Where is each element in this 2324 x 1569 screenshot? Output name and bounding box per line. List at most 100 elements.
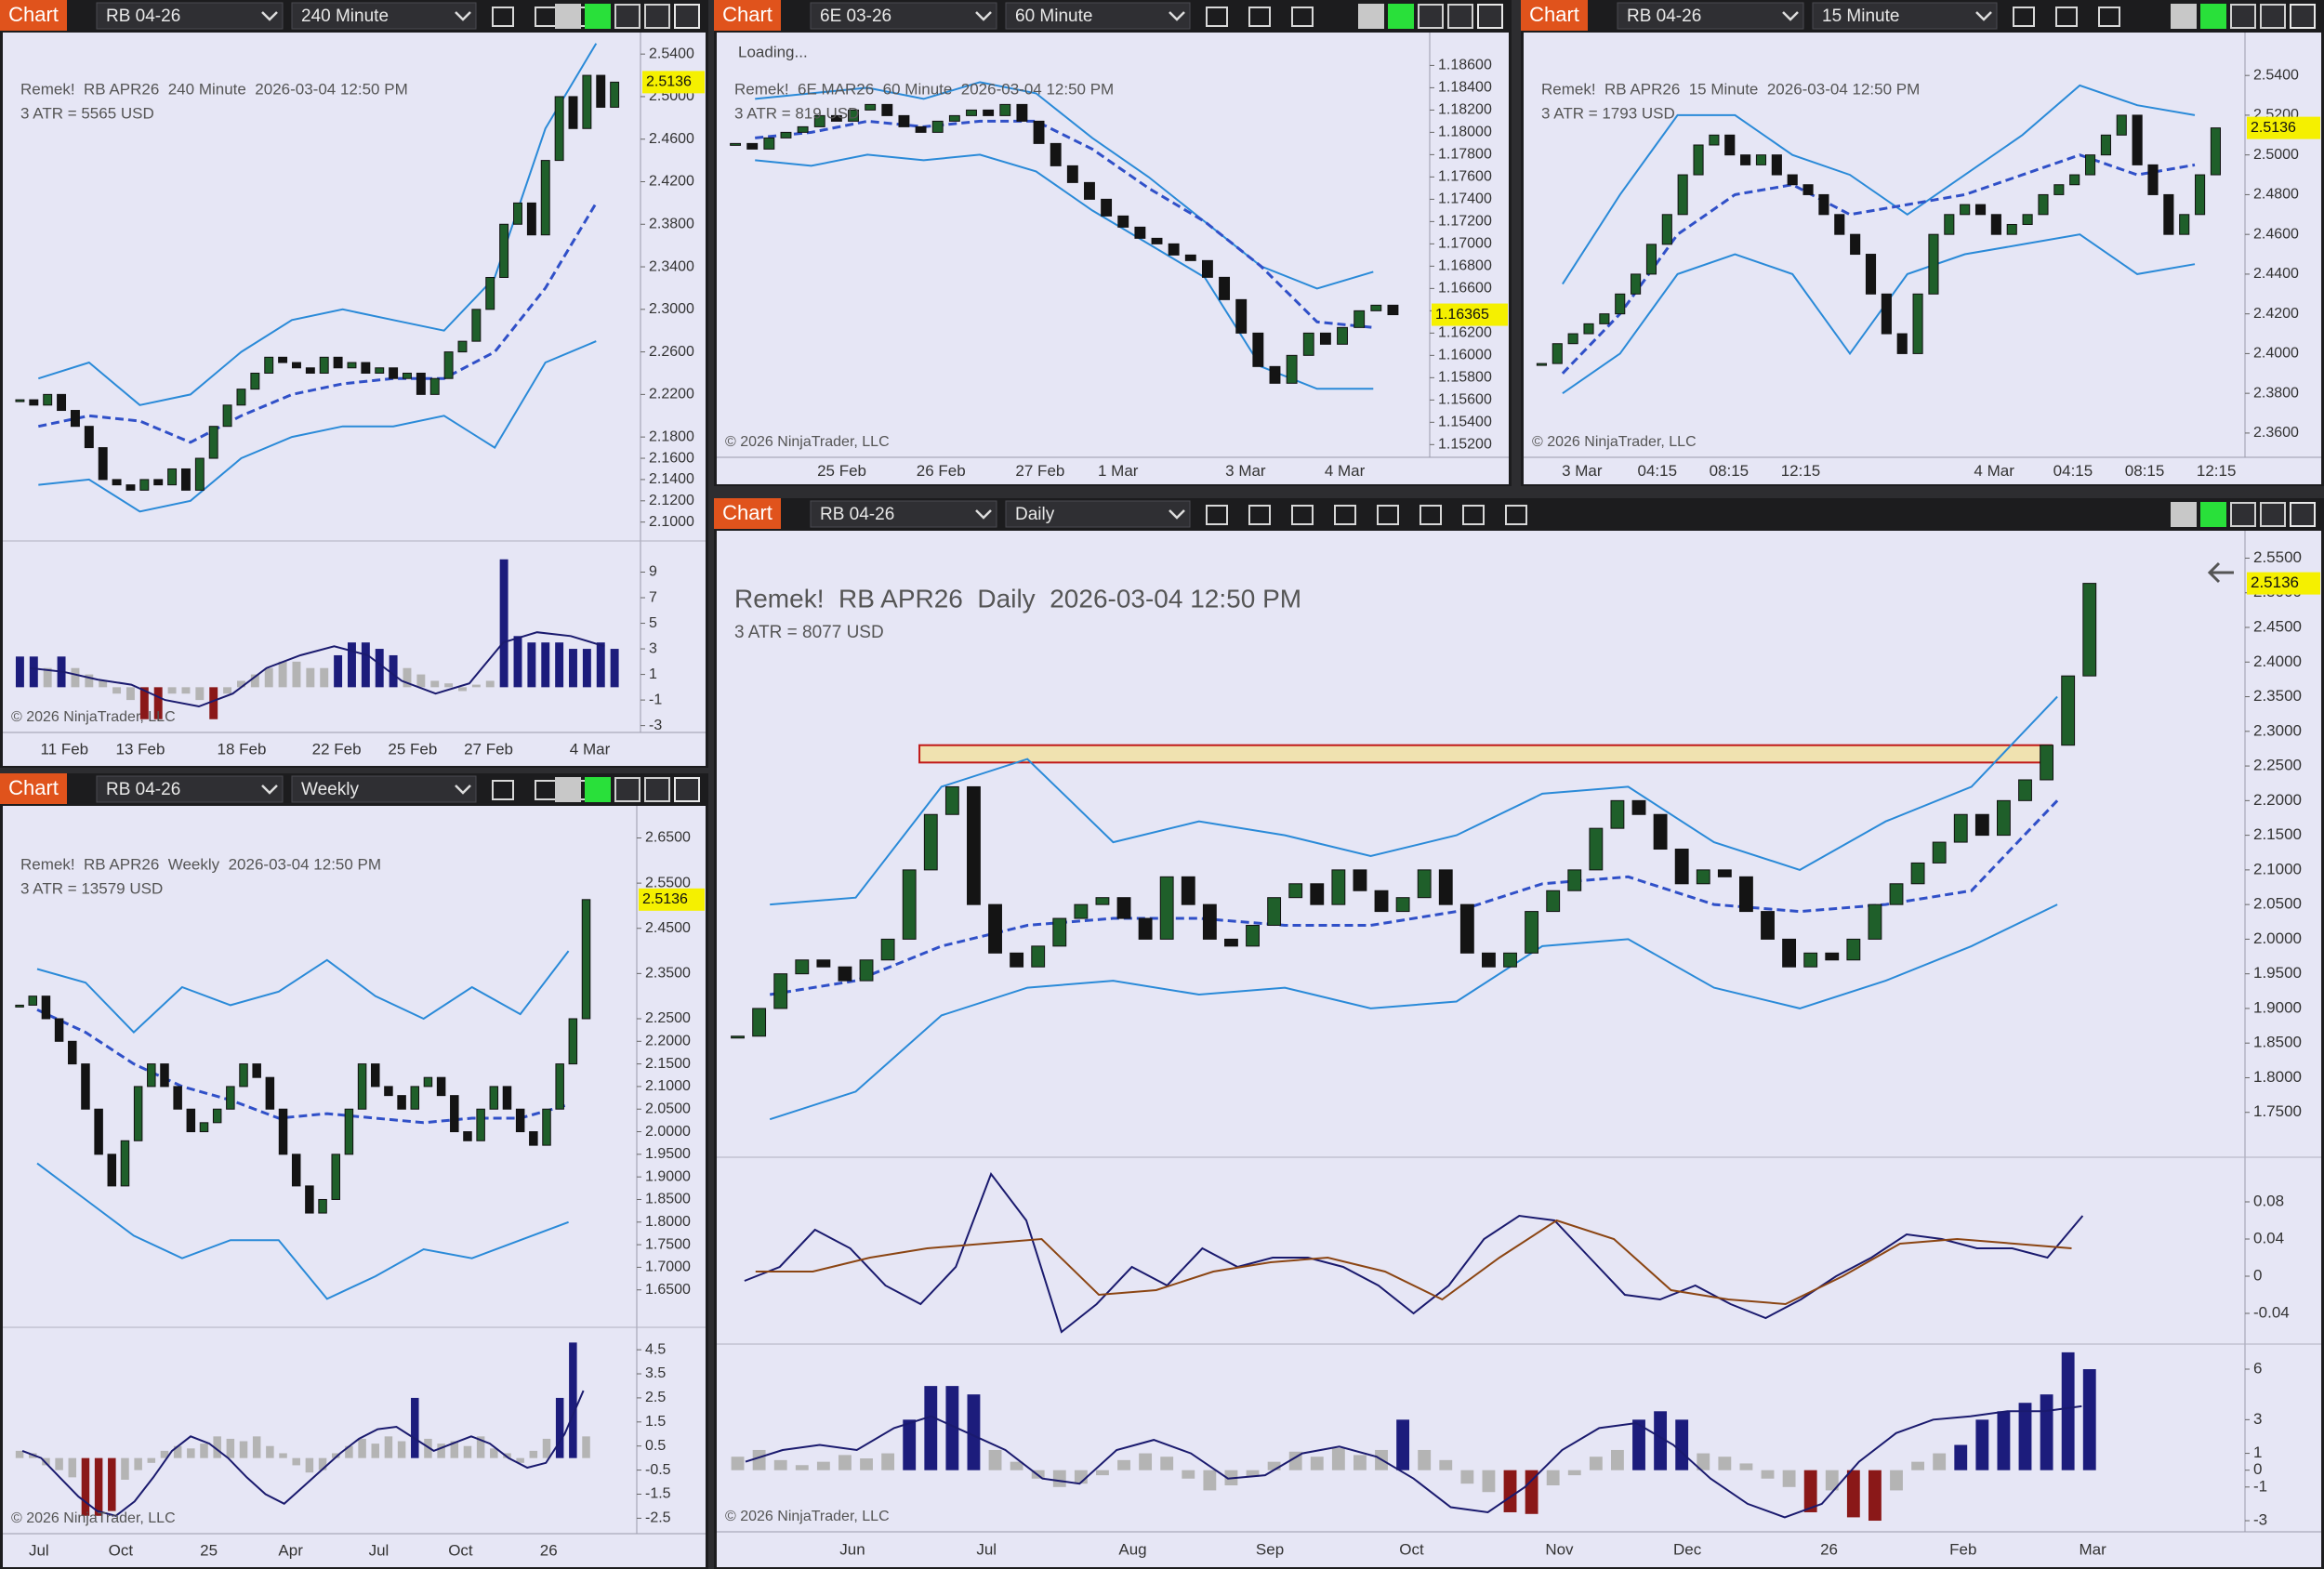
window-button[interactable] [2200, 502, 2226, 527]
histogram-bar [1954, 1444, 1968, 1470]
window-button[interactable] [614, 777, 640, 802]
toolbar-icon[interactable] [1377, 505, 1399, 525]
candle [1031, 945, 1046, 968]
candle [1374, 890, 1389, 913]
window-button[interactable] [585, 4, 611, 29]
histogram-bar [2082, 1369, 2096, 1470]
toolbar-icon[interactable] [1419, 505, 1442, 525]
candle [1482, 952, 1496, 968]
tab-label[interactable]: Chart [8, 776, 59, 799]
window-button[interactable] [2171, 4, 2197, 29]
window-button[interactable] [1418, 4, 1444, 29]
candle [1589, 827, 1604, 871]
toolbar-icon[interactable] [2055, 7, 2078, 27]
candle [471, 309, 482, 342]
toolbar-icon[interactable] [1248, 505, 1271, 525]
instrument-selector[interactable] [810, 500, 997, 528]
period-selector-label[interactable]: 60 Minute [1015, 7, 1092, 26]
period-selector-label[interactable]: 240 Minute [301, 7, 389, 26]
window-button[interactable] [644, 4, 670, 29]
histogram-bar [264, 667, 273, 688]
window-button[interactable] [674, 4, 700, 29]
chart-tab[interactable] [714, 498, 781, 529]
window-button[interactable] [2230, 502, 2256, 527]
histogram-bar [108, 1457, 116, 1511]
instrument-selector-label[interactable]: RB 04-26 [1627, 7, 1701, 26]
candle [264, 356, 274, 374]
y-tick-label: 2.3500 [2253, 687, 2302, 705]
chart-tab[interactable] [0, 0, 67, 31]
x-tick-label: 04:15 [2053, 462, 2093, 480]
x-tick-label: 26 Feb [917, 462, 966, 480]
line [36, 1162, 569, 1300]
instrument-selector-label[interactable]: RB 04-26 [106, 7, 180, 26]
instrument-selector-label[interactable]: RB 04-26 [106, 780, 180, 799]
window-button[interactable] [1477, 4, 1503, 29]
candle [1224, 938, 1238, 947]
histogram-bar [1331, 1448, 1345, 1470]
chart-tab[interactable] [0, 773, 67, 804]
tab-label[interactable]: Chart [722, 501, 772, 524]
back-arrow[interactable] [2207, 561, 2234, 584]
toolbar-icon[interactable] [1334, 505, 1356, 525]
instrument-selector[interactable] [96, 2, 284, 30]
toolbar-icon[interactable] [492, 780, 514, 800]
candle [1910, 862, 1925, 885]
instrument-selector[interactable] [1617, 2, 1804, 30]
instrument-selector-label[interactable]: 6E 03-26 [820, 7, 891, 26]
window-button[interactable] [555, 4, 581, 29]
candle [1151, 237, 1163, 244]
toolbar-icon[interactable] [1248, 7, 1271, 27]
window-button[interactable] [674, 777, 700, 802]
tab-label[interactable]: Chart [722, 3, 772, 26]
instrument-selector-label[interactable]: RB 04-26 [820, 505, 894, 524]
tab-label[interactable]: Chart [8, 3, 59, 26]
window-button[interactable] [614, 4, 640, 29]
toolbar-icon[interactable] [2098, 7, 2120, 27]
window-button[interactable] [585, 777, 611, 802]
window-button[interactable] [644, 777, 670, 802]
toolbar-icon[interactable] [1505, 505, 1527, 525]
candle [1546, 890, 1561, 913]
chart-tab[interactable] [1521, 0, 1588, 31]
x-tick-label: 3 Mar [1562, 462, 1603, 480]
period-selector-label[interactable]: 15 Minute [1822, 7, 1899, 26]
toolbar-icon[interactable] [2013, 7, 2035, 27]
period-selector-label[interactable]: Daily [1015, 505, 1055, 524]
period-selector[interactable] [1005, 500, 1191, 528]
candle [1552, 343, 1563, 364]
window-button[interactable] [1447, 4, 1473, 29]
period-selector[interactable] [1005, 2, 1191, 30]
toolbar-icon[interactable] [1206, 7, 1228, 27]
period-selector-label[interactable]: Weekly [301, 780, 359, 799]
toolbar-icon[interactable] [1291, 7, 1314, 27]
histogram-bar [1096, 1470, 1109, 1476]
period-selector[interactable] [291, 775, 477, 803]
window-button[interactable] [2290, 502, 2316, 527]
toolbar-icon[interactable] [1206, 505, 1228, 525]
toolbar-icon[interactable] [1462, 505, 1485, 525]
tab-label[interactable]: Chart [1529, 3, 1579, 26]
chart-tab[interactable] [714, 0, 781, 31]
window-button[interactable] [2290, 4, 2316, 29]
window-button[interactable] [2230, 4, 2256, 29]
candle [1567, 869, 1582, 891]
candle [305, 367, 315, 374]
window-button[interactable] [555, 777, 581, 802]
period-selector[interactable] [291, 2, 477, 30]
y-tick-label: 2.0000 [645, 1124, 691, 1140]
instrument-selector[interactable] [96, 775, 284, 803]
window-button[interactable] [2260, 502, 2286, 527]
window-button[interactable] [1358, 4, 1384, 29]
candle [880, 938, 895, 961]
window-button[interactable] [2200, 4, 2226, 29]
y-tick-label: 1.17200 [1438, 214, 1492, 230]
window-button[interactable] [2171, 502, 2197, 527]
toolbar-icon[interactable] [1291, 505, 1314, 525]
instrument-selector[interactable] [810, 2, 997, 30]
period-selector[interactable] [1812, 2, 1998, 30]
toolbar-icon[interactable] [492, 7, 514, 27]
window-button[interactable] [1388, 4, 1414, 29]
window-button[interactable] [2260, 4, 2286, 29]
candle [865, 103, 877, 111]
